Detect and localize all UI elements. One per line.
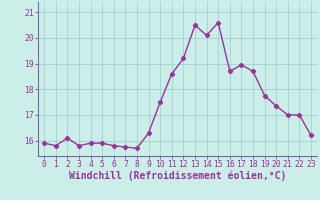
X-axis label: Windchill (Refroidissement éolien,°C): Windchill (Refroidissement éolien,°C) [69, 171, 286, 181]
